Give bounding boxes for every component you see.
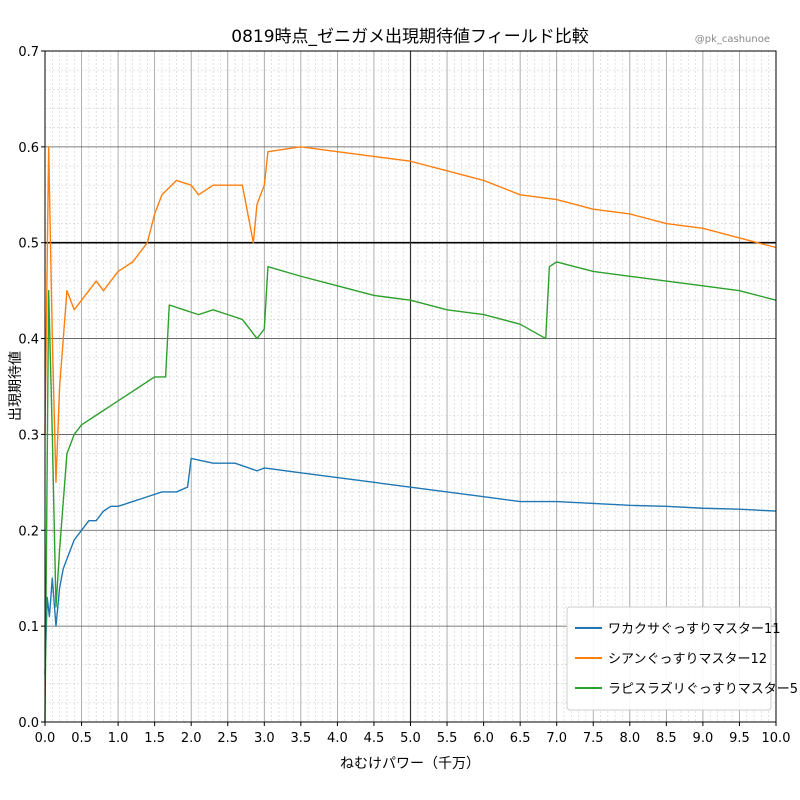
y-tick-label: 0.3: [18, 428, 39, 443]
y-tick-label: 0.1: [18, 620, 39, 635]
x-tick-label: 1.0: [108, 731, 129, 746]
x-tick-label: 10.0: [762, 731, 791, 746]
series-line-1: [44, 457, 777, 675]
x-tick-label: 9.5: [729, 731, 750, 746]
x-tick-label: 7.5: [583, 731, 604, 746]
x-tick-label: 2.0: [181, 731, 202, 746]
series-line-2: [44, 146, 777, 484]
x-tick-label: 3.0: [254, 731, 275, 746]
x-tick-label: 4.0: [327, 731, 348, 746]
y-tick-label: 0.2: [18, 524, 39, 539]
legend-label: ラピスラズリぐっすりマスター5: [608, 681, 798, 697]
x-tick-label: 4.5: [364, 731, 385, 746]
x-tick-label: 0.0: [35, 731, 56, 746]
y-axis: 0.0 0.1 0.2 0.3 0.4 0.5 0.6 0.7: [18, 45, 45, 731]
y-tick-label: 0.0: [18, 716, 39, 731]
series-line-3: [44, 261, 777, 723]
x-tick-label: 9.0: [693, 731, 714, 746]
x-tick-label: 8.5: [656, 731, 677, 746]
x-tick-label: 0.5: [71, 731, 92, 746]
y-tick-label: 0.7: [18, 45, 39, 60]
reference-lines: [45, 51, 776, 722]
series-layer: [44, 146, 777, 723]
legend-box: [566, 606, 772, 711]
y-tick-label: 0.6: [18, 141, 39, 156]
y-tick-label: 0.4: [18, 333, 39, 348]
x-tick-label: 1.5: [144, 731, 165, 746]
x-tick-label: 5.0: [400, 731, 421, 746]
x-tick-label: 6.0: [473, 731, 494, 746]
chart-title: 0819時点_ゼニガメ出現期待値フィールド比較: [231, 27, 588, 47]
legend-label: ワカクサぐっすりマスター11: [608, 622, 781, 637]
x-tick-label: 2.5: [217, 731, 238, 746]
x-tick-label: 7.0: [546, 731, 567, 746]
x-tick-label: 6.5: [510, 731, 531, 746]
watermark: @pk_cashunoe: [695, 34, 770, 45]
x-axis-label: ねむけパワー（千万）: [340, 756, 480, 772]
x-tick-label: 3.5: [291, 731, 312, 746]
x-axis: 0.0 0.5 1.0 1.5 2.0 2.5 3.0 3.5 4.0 4.5 5.0 5.5 6.0 6…: [35, 722, 791, 746]
legend-label: シアンぐっすりマスター12: [608, 652, 767, 667]
y-axis-label: 出現期待値: [8, 351, 24, 421]
x-tick-label: 5.5: [437, 731, 458, 746]
y-tick-label: 0.5: [18, 237, 39, 252]
x-tick-label: 8.0: [619, 731, 640, 746]
legend: ワカクサぐっすりマスター11 シアンぐっすりマスター12 ラピスラズリぐっすりマスタ…: [566, 606, 798, 711]
